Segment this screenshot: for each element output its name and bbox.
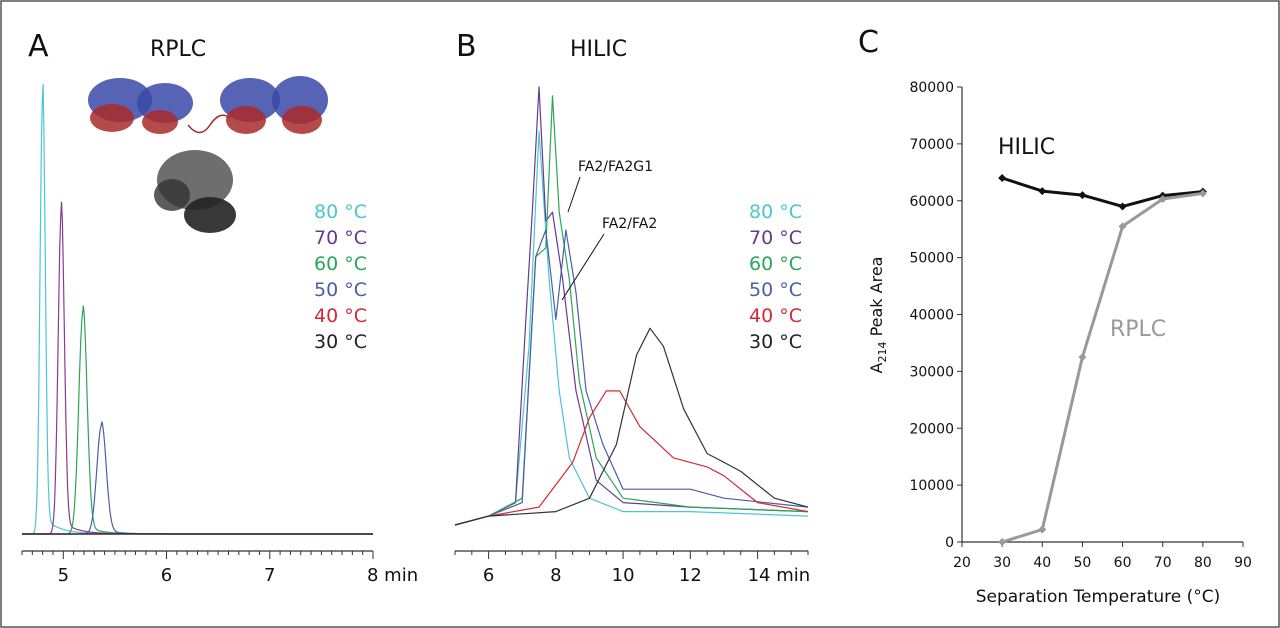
panel-b: B HILIC 80 °C 70 °C 60 °C 50 °C 40 °C 30 °C 6… [454,29,811,586]
panel-c-x-tick-label: 20 [953,555,971,571]
panel-c-x-tick-label: 90 [1234,555,1252,571]
antibody-structure-illustration [88,76,328,233]
legend-entry-70c: 70 °C [314,227,367,249]
annotation-fa2-fa2g1-pointer [567,176,581,213]
panel-a: A RPLC 80 °C 70 °C 60 °C 50 °C 40 °C 30 °C 5 6… [21,29,418,586]
legend-entry-70c: 70 °C [749,227,802,249]
panel-b-tick-label: 14 min [748,565,811,586]
legend-entry-30c: 30 °C [314,331,367,353]
panel-c-plot: 0 10000 20000 30000 40000 50000 60000 70000 8000… [909,80,1251,571]
panel-c-x-tick-label: 40 [1033,555,1051,571]
panel-c-y-tick-label: 80000 [909,80,954,96]
legend-entry-60c: 60 °C [749,253,802,275]
panel-c-point-hilic [1118,202,1127,211]
panel-b-series-50c [454,229,809,526]
annotation-fa2-fa2-pointer [561,233,605,301]
panel-label-c: C [858,25,879,60]
panel-a-x-ticks: 5 6 7 8 min [21,551,418,586]
panel-a-tick-label: 7 [264,565,275,586]
panel-b-tick-label: 8 [550,565,561,586]
panel-a-tick-label: 8 min [367,565,418,586]
legend-entry-30c: 30 °C [749,331,802,353]
panel-b-series-40c [454,390,809,526]
panel-b-series-30c [454,327,809,526]
panel-a-curves [22,84,373,535]
panel-a-tick-label: 5 [58,565,69,586]
panel-b-tick-label: 12 [679,565,702,586]
panel-c-series-label-rplc: RPLC [1110,317,1166,342]
panel-c-y-tick-label: 20000 [909,421,954,437]
annotation-fa2-fa2: FA2/FA2 [602,216,657,232]
panel-a-legend: 80 °C 70 °C 60 °C 50 °C 40 °C 30 °C [314,201,367,353]
legend-entry-40c: 40 °C [749,305,802,327]
legend-entry-80c: 80 °C [749,201,802,223]
annotation-fa2-fa2g1: FA2/FA2G1 [578,159,653,175]
panel-b-tick-label: 10 [612,565,635,586]
panel-c: C 0 10000 20000 30000 40000 50000 60000 70000 80… [858,25,1252,607]
panel-a-tick-label: 6 [161,565,172,586]
panel-c-point-hilic [1078,191,1087,200]
panel-c-point-hilic [998,174,1007,182]
panel-c-y-tick-label: 30000 [909,364,954,380]
panel-b-curves [454,86,809,526]
panel-c-x-tick-label: 30 [993,555,1011,571]
panel-c-series-hilic [1001,176,1204,208]
panel-c-series-rplc [1001,191,1204,544]
panel-b-x-ticks: 6 8 10 12 14 min [454,551,811,586]
panel-c-point-rplc [998,538,1007,546]
panel-a-title: RPLC [150,37,206,62]
panel-c-y-axis-label: A214 Peak Area [867,257,889,374]
legend-entry-50c: 50 °C [749,279,802,301]
panel-c-y-tick-label: 10000 [909,478,954,494]
panel-c-x-tick-label: 50 [1074,555,1092,571]
panel-c-y-tick-label: 0 [945,535,954,551]
panel-c-point-rplc [1078,353,1087,362]
panel-label-a: A [28,29,49,64]
panel-b-tick-label: 6 [483,565,494,586]
legend-entry-40c: 40 °C [314,305,367,327]
panel-c-point-rplc [1198,189,1207,198]
panel-c-y-tick-label: 40000 [909,308,954,324]
legend-entry-80c: 80 °C [314,201,367,223]
panel-c-point-rplc [1038,525,1047,534]
panel-c-y-tick-label: 60000 [909,194,954,210]
panel-c-series-label-hilic: HILIC [998,135,1055,160]
legend-entry-50c: 50 °C [314,279,367,301]
panel-c-x-tick-label: 80 [1194,555,1212,571]
panel-c-x-tick-label: 70 [1154,555,1172,571]
panel-c-point-rplc [1118,222,1127,231]
panel-c-x-tick-label: 60 [1114,555,1132,571]
panel-c-point-hilic [1038,187,1047,196]
panel-c-point-rplc [1158,195,1167,204]
panel-c-y-tick-label: 50000 [909,251,954,267]
panel-b-title: HILIC [570,37,627,62]
panel-c-y-tick-label: 70000 [909,137,954,153]
panel-b-series-70c [454,86,809,526]
panel-c-x-axis-label: Separation Temperature (°C) [976,587,1221,607]
panel-b-legend: 80 °C 70 °C 60 °C 50 °C 40 °C 30 °C [749,201,802,353]
panel-label-b: B [456,29,477,64]
legend-entry-60c: 60 °C [314,253,367,275]
